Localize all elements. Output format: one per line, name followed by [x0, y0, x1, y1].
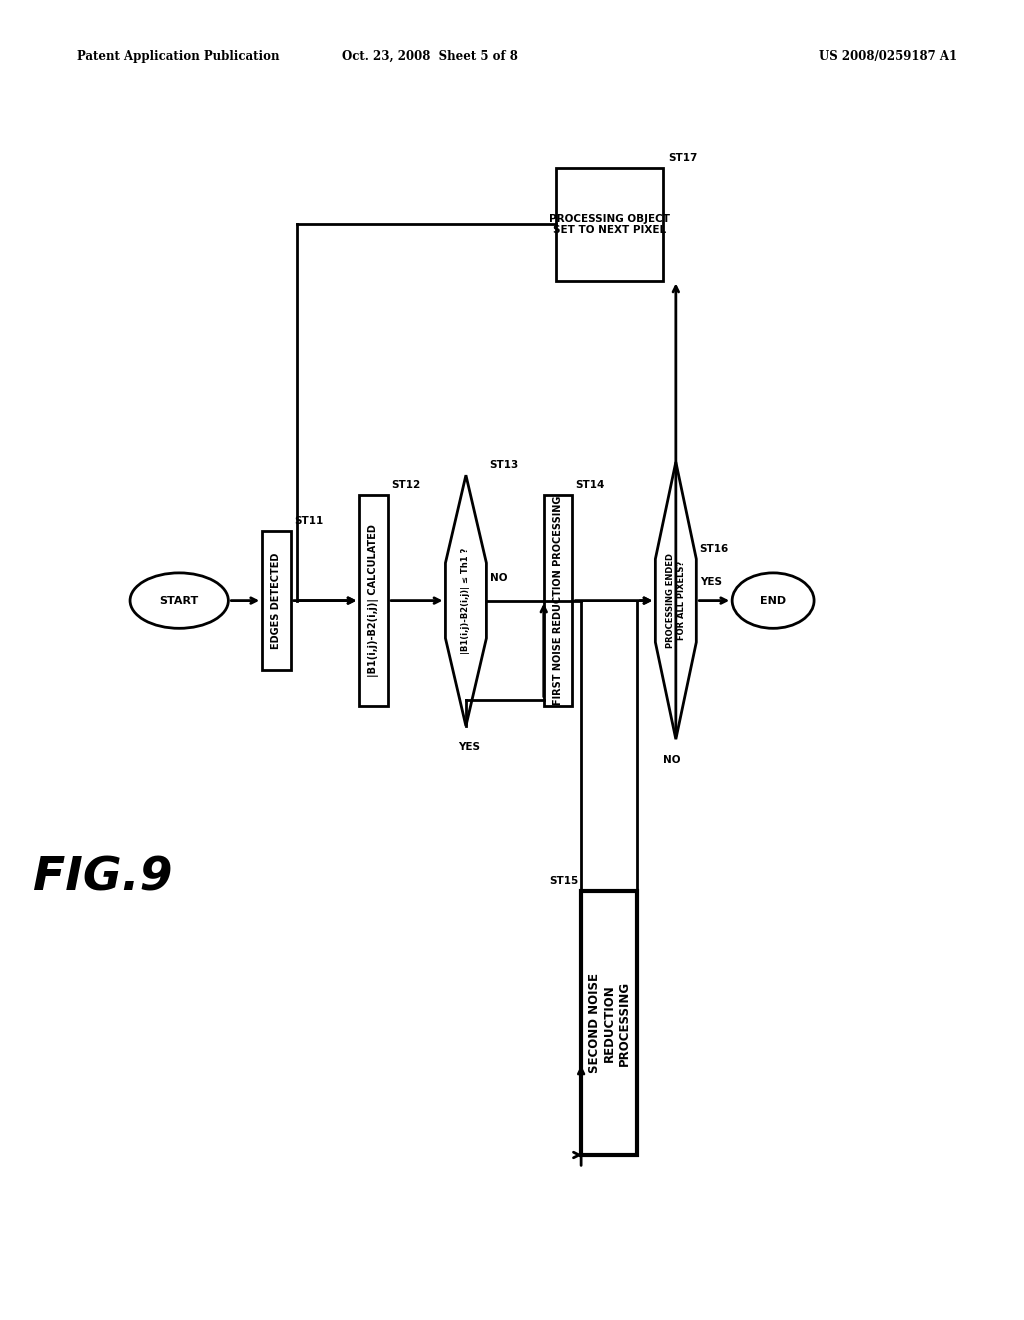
Text: Oct. 23, 2008  Sheet 5 of 8: Oct. 23, 2008 Sheet 5 of 8 [342, 50, 518, 63]
Text: |B1(i,j)-B2(i,j)| ≤ Th1 ?: |B1(i,j)-B2(i,j)| ≤ Th1 ? [462, 548, 470, 653]
Text: PROCESSING OBJECT
SET TO NEXT PIXEL: PROCESSING OBJECT SET TO NEXT PIXEL [549, 214, 670, 235]
FancyBboxPatch shape [555, 169, 664, 281]
Text: EDGES DETECTED: EDGES DETECTED [271, 552, 282, 649]
Text: SECOND NOISE
REDUCTION
PROCESSING: SECOND NOISE REDUCTION PROCESSING [588, 973, 631, 1073]
Text: START: START [160, 595, 199, 606]
Text: ST15: ST15 [549, 875, 578, 886]
FancyBboxPatch shape [544, 495, 572, 706]
FancyBboxPatch shape [582, 891, 637, 1155]
Text: FIG.9: FIG.9 [33, 855, 172, 900]
Text: ST14: ST14 [575, 479, 605, 490]
Text: ST11: ST11 [294, 516, 324, 525]
Text: FIRST NOISE REDUCTION PROCESSING: FIRST NOISE REDUCTION PROCESSING [553, 496, 563, 705]
Text: ST12: ST12 [391, 479, 421, 490]
Ellipse shape [732, 573, 814, 628]
Text: PROCESSING ENDED
FOR ALL PIXELS?: PROCESSING ENDED FOR ALL PIXELS? [667, 553, 685, 648]
Text: Patent Application Publication: Patent Application Publication [77, 50, 280, 63]
FancyBboxPatch shape [359, 495, 388, 706]
Ellipse shape [130, 573, 228, 628]
Polygon shape [655, 462, 696, 739]
Text: YES: YES [700, 577, 722, 587]
Text: ST16: ST16 [699, 544, 729, 554]
Polygon shape [445, 475, 486, 726]
Text: ST17: ST17 [668, 153, 697, 162]
Text: END: END [760, 595, 786, 606]
Text: NO: NO [663, 755, 681, 766]
Text: YES: YES [458, 742, 480, 752]
Text: NO: NO [490, 573, 508, 583]
Text: |B1(i,j)-B2(i,j)| CALCULATED: |B1(i,j)-B2(i,j)| CALCULATED [369, 524, 379, 677]
Text: US 2008/0259187 A1: US 2008/0259187 A1 [819, 50, 957, 63]
Text: ST13: ST13 [489, 459, 519, 470]
FancyBboxPatch shape [262, 531, 291, 671]
